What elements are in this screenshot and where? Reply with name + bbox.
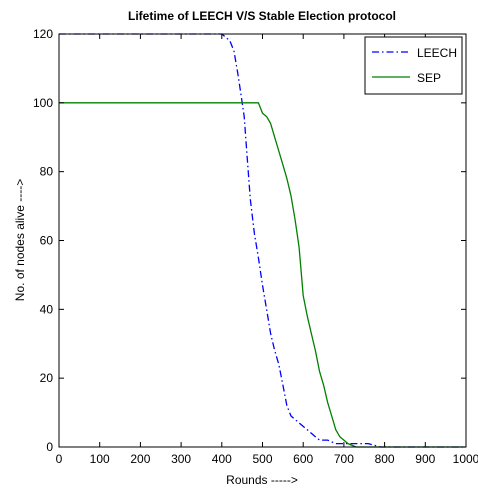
y-tick-label: 20	[40, 371, 54, 385]
legend-label-sep: SEP	[417, 71, 441, 85]
x-tick-label: 100	[90, 452, 110, 466]
y-tick-label: 120	[33, 27, 53, 41]
x-tick-label: 300	[171, 452, 191, 466]
x-tick-label: 800	[375, 452, 395, 466]
x-tick-label: 0	[56, 452, 63, 466]
legend-box	[364, 36, 463, 95]
x-tick-label: 900	[415, 452, 435, 466]
x-tick-label: 500	[252, 452, 272, 466]
y-tick-label: 100	[33, 96, 53, 110]
series-layer	[59, 33, 466, 448]
series-line-leech	[59, 33, 466, 448]
x-axis: 0 100 200 300 400 500 600 700 800 900 1000	[56, 34, 478, 466]
x-tick-label: 700	[334, 452, 354, 466]
x-tick-label: 400	[212, 452, 232, 466]
legend: LEECH SEP	[364, 36, 463, 95]
series-line-sep	[59, 102, 466, 448]
chart-title: Lifetime of LEECH V/S Stable Election pr…	[128, 9, 396, 23]
y-tick-label: 40	[40, 302, 54, 316]
x-tick-label: 600	[293, 452, 313, 466]
y-axis-label: No. of nodes alive ---->	[13, 179, 27, 301]
y-tick-label: 80	[40, 165, 54, 179]
x-axis-label: Rounds ----->	[226, 473, 298, 487]
x-tick-label: 1000	[453, 452, 478, 466]
y-tick-label: 0	[46, 440, 53, 454]
x-tick-label: 200	[130, 452, 150, 466]
y-axis: 0 20 40 60 80 100 120	[33, 27, 466, 454]
y-tick-label: 60	[40, 234, 54, 248]
plot-frame	[58, 33, 467, 448]
legend-label-leech: LEECH	[417, 46, 457, 60]
